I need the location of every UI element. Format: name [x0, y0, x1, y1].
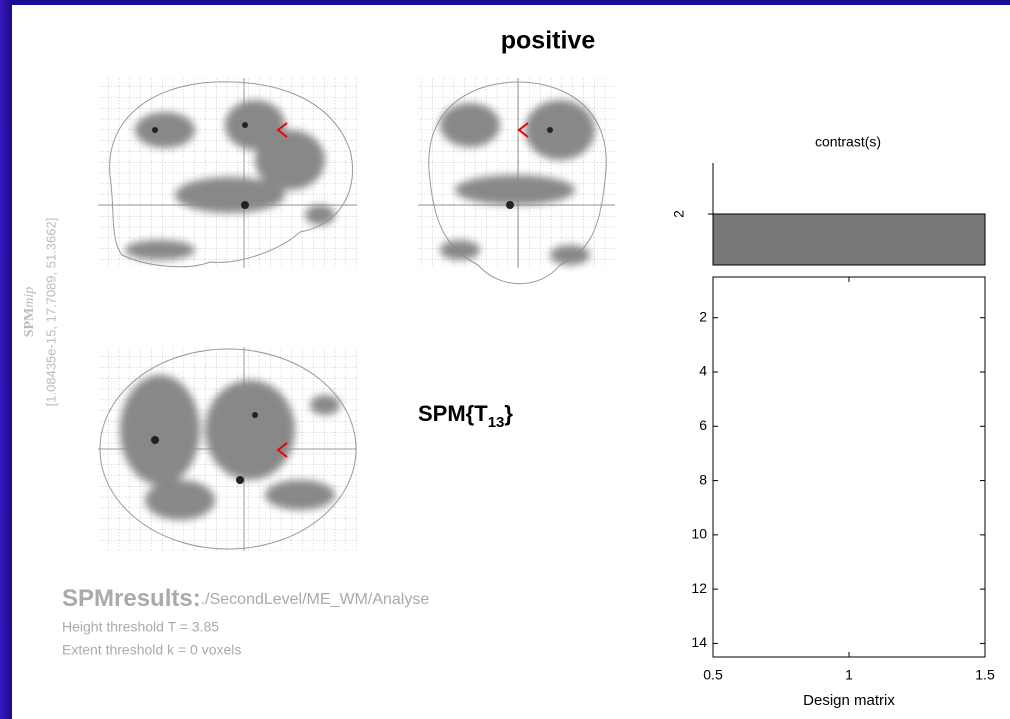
window-edge — [0, 0, 12, 719]
x-tick-label: 0.5 — [703, 667, 723, 683]
page: {"title":"positive", "mip":{"label":"SPM… — [0, 0, 1010, 719]
y-tick-label: 8 — [699, 471, 707, 487]
mip-label: SPMmip — [22, 287, 37, 338]
spm-window: positive SPMmip [1.08435e-15, 17.7089, 5… — [0, 0, 1010, 719]
stat-close: } — [504, 401, 513, 426]
y-tick-label: 14 — [691, 634, 707, 650]
design-matrix-xlabel: Design matrix — [803, 692, 895, 709]
y-tick-label: 12 — [691, 580, 707, 596]
mip-label-main: SPM — [22, 308, 37, 338]
x-tick-label: 1 — [845, 667, 853, 683]
mip-label-sub: mip — [22, 287, 37, 308]
results-line: Extent threshold k = 0 voxels — [62, 642, 241, 658]
mip-ylabel-group: SPMmip — [22, 287, 37, 338]
y-tick-label: 6 — [699, 417, 707, 433]
title: positive — [501, 27, 596, 55]
design-matrix — [713, 277, 985, 657]
contrast-title: contrast(s) — [815, 134, 881, 150]
stat-sub: 13 — [488, 414, 505, 431]
contrast-bar — [713, 214, 985, 265]
mip-coronal — [418, 78, 615, 284]
y-tick-label: 4 — [699, 363, 707, 379]
y-tick-label: 10 — [691, 526, 707, 542]
mip-sagittal — [98, 78, 357, 268]
y-tick-label: 2 — [699, 308, 707, 324]
results-line: Height threshold T = 3.85 — [62, 619, 219, 635]
results-path: ./SecondLevel/ME_WM/Analyse — [201, 591, 430, 608]
results-heading: SPMresults: — [62, 585, 201, 612]
contrast-tick-label: 2 — [671, 210, 687, 218]
x-tick-label: 1.5 — [975, 667, 995, 683]
stat-main: SPM{T — [418, 401, 488, 426]
mip-coords: [1.08435e-15, 17.7089, 51.3662] — [43, 218, 58, 407]
mip-axial — [98, 347, 357, 551]
